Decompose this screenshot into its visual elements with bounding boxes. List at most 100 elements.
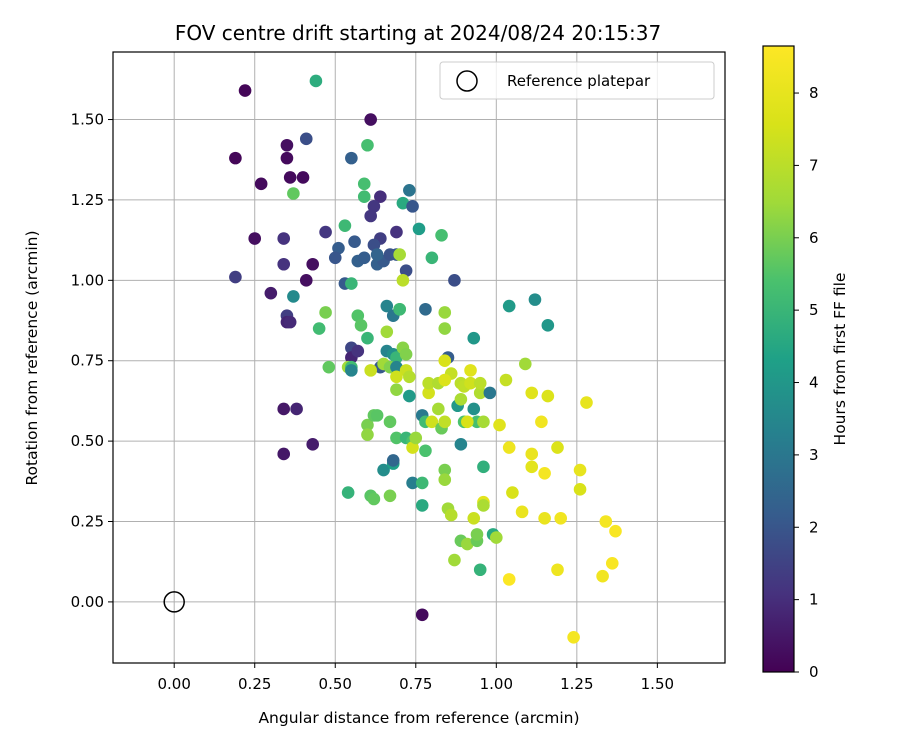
data-point <box>309 74 323 88</box>
data-point <box>535 415 548 429</box>
data-point <box>473 376 487 390</box>
y-tick-label: 1.50 <box>71 111 104 129</box>
y-tick-label: 1.00 <box>71 271 104 289</box>
data-point <box>296 171 310 184</box>
data-point <box>357 251 371 265</box>
data-point <box>338 219 352 232</box>
colorbar-tick-label: 8 <box>809 84 819 102</box>
colorbar-tick-label: 3 <box>809 446 819 464</box>
data-point <box>551 563 564 577</box>
data-point <box>541 389 555 403</box>
data-point <box>354 319 368 332</box>
data-point <box>425 415 439 429</box>
data-point <box>361 331 374 345</box>
data-point <box>361 428 374 441</box>
x-tick-label: 0.00 <box>157 675 190 693</box>
data-point <box>383 415 397 429</box>
data-point <box>280 138 294 152</box>
data-point <box>348 235 361 249</box>
data-point <box>380 325 394 339</box>
data-point <box>596 569 609 583</box>
data-point <box>390 383 403 396</box>
y-tick-label: 1.25 <box>71 191 104 209</box>
data-point <box>367 200 381 213</box>
colorbar-tick-label: 5 <box>809 301 819 319</box>
data-point <box>383 489 397 503</box>
data-point <box>467 511 481 525</box>
data-point <box>299 274 313 287</box>
x-tick-label: 1.25 <box>560 675 593 693</box>
data-point <box>438 322 452 335</box>
x-tick-label: 0.50 <box>319 675 352 693</box>
data-point <box>283 315 297 329</box>
data-point <box>599 515 613 528</box>
legend-box <box>439 61 715 100</box>
data-point <box>396 274 410 287</box>
grid <box>113 52 725 663</box>
data-point <box>506 486 519 499</box>
data-point <box>477 415 490 429</box>
colorbar-frame <box>762 45 795 673</box>
data-point <box>399 264 413 277</box>
data-point <box>525 447 539 461</box>
data-point <box>454 438 468 451</box>
data-point <box>438 415 452 429</box>
y-axis-ticks: 0.00 0.25 0.50 0.75 1.00 1.25 1.50 <box>71 111 113 611</box>
data-point <box>393 302 406 316</box>
data-point <box>264 286 278 300</box>
data-point <box>319 306 332 319</box>
data-point <box>299 132 313 146</box>
data-point <box>609 524 622 538</box>
data-point <box>477 499 490 512</box>
data-point <box>483 386 497 400</box>
data-point <box>390 351 403 364</box>
data-point <box>322 360 336 374</box>
data-point <box>361 138 374 152</box>
data-point <box>493 418 506 432</box>
y-tick-label: 0.75 <box>71 352 104 370</box>
data-point <box>238 84 252 97</box>
data-point <box>248 232 262 245</box>
data-point <box>341 486 355 499</box>
data-point <box>461 537 474 551</box>
data-point <box>277 257 291 271</box>
data-point <box>277 447 291 461</box>
legend-marker <box>456 70 478 92</box>
data-point <box>415 499 429 512</box>
data-point <box>464 364 477 377</box>
data-point <box>370 248 384 261</box>
data-point <box>351 309 365 322</box>
data-point <box>464 376 477 390</box>
data-point <box>351 344 365 358</box>
data-point <box>386 454 400 467</box>
data-point <box>438 354 452 368</box>
data-point <box>422 386 435 400</box>
legend-label: Reference platepar <box>507 72 651 90</box>
data-point <box>605 557 619 570</box>
data-point <box>406 200 419 213</box>
data-point <box>490 531 503 544</box>
data-point <box>277 232 291 245</box>
data-point <box>345 151 358 165</box>
data-point <box>425 251 439 265</box>
data-point <box>396 196 410 210</box>
data-point <box>277 402 291 416</box>
colorbar-label: Hours from first FF file <box>831 273 849 446</box>
data-point <box>473 563 487 577</box>
data-point <box>573 483 587 496</box>
data-point <box>367 238 381 252</box>
x-tick-label: 1.00 <box>480 675 513 693</box>
reference-marker <box>163 591 185 613</box>
x-axis-ticks: 0.00 0.25 0.50 0.75 1.00 1.25 1.50 <box>157 663 674 693</box>
data-point <box>525 386 539 400</box>
data-point <box>467 331 481 345</box>
data-point <box>290 402 303 416</box>
data-point <box>364 113 377 126</box>
data-point <box>399 347 413 361</box>
data-point <box>499 373 513 387</box>
colorbar-gradient <box>763 46 794 672</box>
data-point <box>377 463 390 477</box>
data-point <box>390 370 403 384</box>
data-point <box>454 393 468 406</box>
data-point <box>438 373 452 387</box>
